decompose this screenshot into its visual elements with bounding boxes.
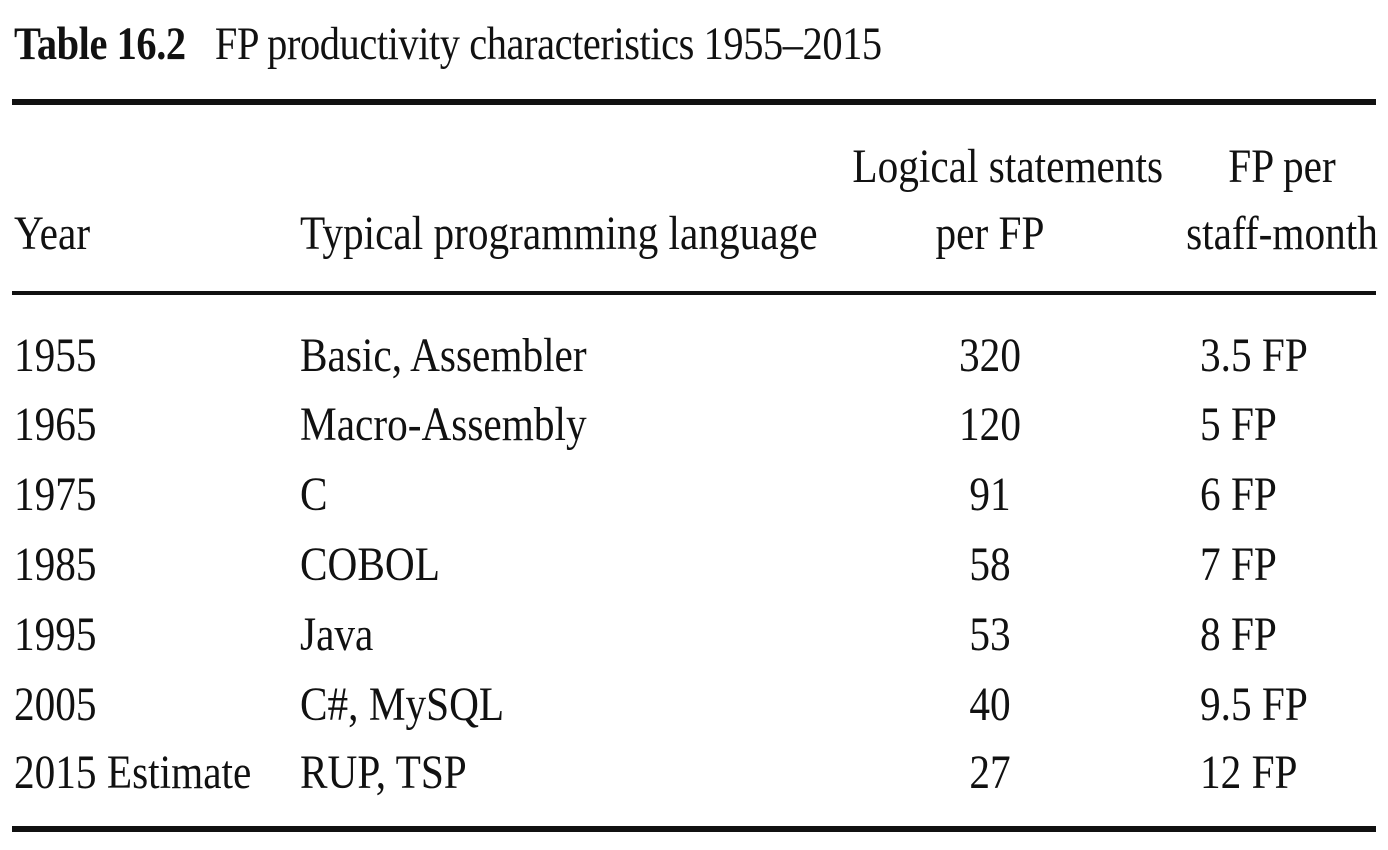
row-1985-statements: 58 <box>969 538 1011 591</box>
header-fp-line1: FP per <box>1228 140 1336 193</box>
row-1965-fp: 5 FP <box>1200 398 1277 451</box>
row-2015-language: RUP, TSP <box>300 746 467 799</box>
row-1955-statements: 320 <box>959 329 1021 382</box>
header-rule <box>12 291 1376 295</box>
row-1995-year: 1995 <box>14 608 97 661</box>
row-1965-statements: 120 <box>959 398 1021 451</box>
row-1985-year: 1985 <box>14 538 97 591</box>
header-fp-line2: staff-month <box>1186 207 1378 260</box>
row-2005-language: C#, MySQL <box>300 678 505 731</box>
row-2005-statements: 40 <box>969 678 1011 731</box>
row-2015-year: 2015 Estimate <box>14 746 252 799</box>
header-language: Typical programming language <box>300 207 818 260</box>
row-1975-statements: 91 <box>969 468 1011 521</box>
row-1975-fp: 6 FP <box>1200 468 1277 521</box>
table-title: FP productivity characteristics 1955–201… <box>214 18 882 70</box>
row-1995-language: Java <box>300 608 374 661</box>
row-1955-fp: 3.5 FP <box>1200 329 1308 382</box>
table-number: Table 16.2 <box>14 18 186 70</box>
bottom-rule <box>12 826 1376 832</box>
row-2005-year: 2005 <box>14 678 97 731</box>
row-1965-language: Macro-Assembly <box>300 398 587 451</box>
table-caption: Table 16.2 FP productivity characteristic… <box>14 14 882 74</box>
row-2015-statements: 27 <box>969 746 1011 799</box>
header-statements-line1: Logical statements <box>852 140 1164 193</box>
header-statements-line2: per FP <box>935 207 1045 260</box>
row-1975-language: C <box>300 468 328 521</box>
row-2015-fp: 12 FP <box>1200 746 1298 799</box>
row-1955-language: Basic, Assembler <box>300 329 587 382</box>
row-1995-fp: 8 FP <box>1200 608 1277 661</box>
header-year: Year <box>14 207 91 260</box>
row-1985-fp: 7 FP <box>1200 538 1277 591</box>
top-rule <box>12 99 1376 105</box>
row-1955-year: 1955 <box>14 329 97 382</box>
row-1985-language: COBOL <box>300 538 440 591</box>
row-1995-statements: 53 <box>969 608 1011 661</box>
row-2005-fp: 9.5 FP <box>1200 678 1308 731</box>
row-1965-year: 1965 <box>14 398 97 451</box>
row-1975-year: 1975 <box>14 468 97 521</box>
